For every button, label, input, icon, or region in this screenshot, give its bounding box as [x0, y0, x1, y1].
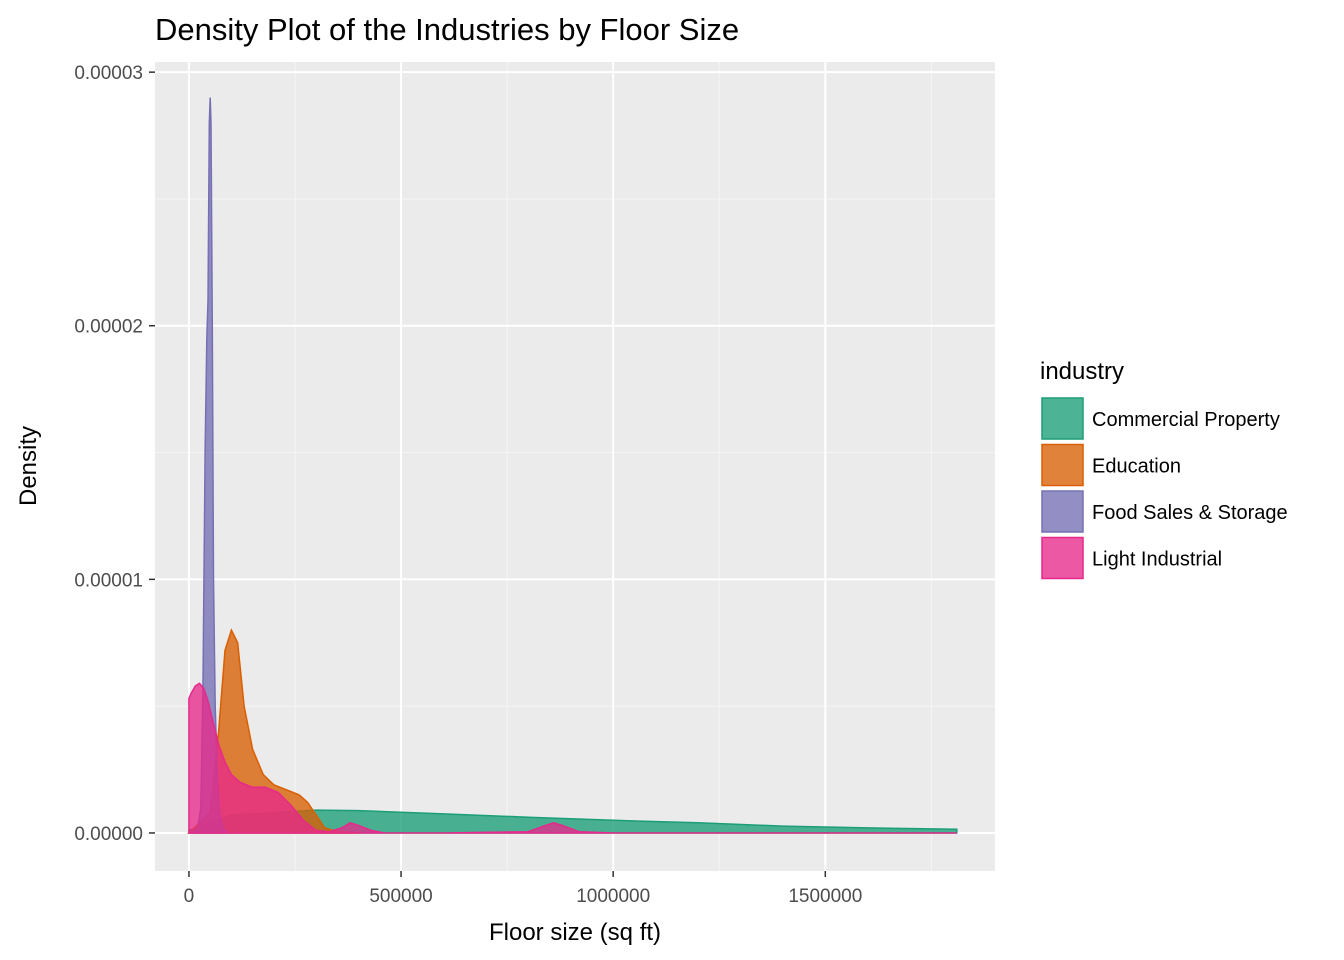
legend-title: industry — [1040, 358, 1124, 385]
y-axis-ticks: 0.00000 0.00001 0.00002 0.00003 — [74, 63, 155, 845]
x-tick-label: 1000000 — [576, 886, 650, 907]
legend-key — [1041, 397, 1084, 440]
chart-title: Density Plot of the Industries by Floor … — [155, 12, 739, 47]
x-tick-label: 500000 — [369, 886, 432, 907]
legend-key — [1041, 536, 1084, 580]
density-area-light-industrial — [188, 682, 957, 834]
legend-label: Commercial Property — [1092, 409, 1280, 431]
y-axis-title: Density — [15, 426, 42, 506]
plot-panel — [155, 62, 995, 871]
legend: industry Commercial Property Education Foo… — [1040, 358, 1288, 580]
y-tick-label: 0.00003 — [74, 63, 143, 84]
legend-label: Light Industrial — [1092, 549, 1222, 571]
y-tick-label: 0.00000 — [74, 824, 143, 845]
x-axis-title: Floor size (sq ft) — [489, 919, 661, 946]
x-tick-label: 0 — [184, 886, 195, 907]
x-tick-label: 1500000 — [788, 886, 862, 907]
x-axis-ticks: 0 500000 1000000 1500000 — [184, 871, 862, 907]
legend-key — [1041, 443, 1084, 487]
legend-key — [1041, 490, 1084, 533]
legend-label: Education — [1092, 456, 1181, 478]
legend-items: Commercial Property Education Food Sales &… — [1041, 397, 1288, 580]
y-tick-label: 0.00002 — [74, 317, 143, 338]
y-tick-label: 0.00001 — [74, 570, 143, 591]
density-areas — [187, 97, 958, 834]
legend-label: Food Sales & Storage — [1092, 502, 1288, 524]
